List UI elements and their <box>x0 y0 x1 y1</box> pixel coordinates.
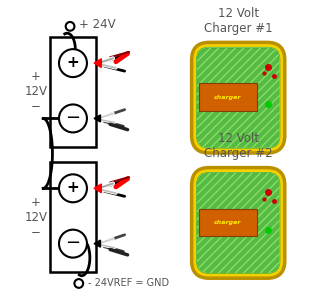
Circle shape <box>59 230 87 258</box>
Text: 12 Volt
Charger #2: 12 Volt Charger #2 <box>204 132 273 160</box>
Text: −: − <box>65 109 81 127</box>
Circle shape <box>59 49 87 77</box>
Bar <box>199 208 257 236</box>
Text: −: − <box>65 234 81 252</box>
FancyBboxPatch shape <box>197 48 280 148</box>
Text: charger: charger <box>214 220 242 225</box>
Text: - 24VREF = GND: - 24VREF = GND <box>87 278 169 289</box>
Circle shape <box>59 104 87 132</box>
Polygon shape <box>94 184 101 193</box>
FancyBboxPatch shape <box>192 42 285 153</box>
FancyBboxPatch shape <box>192 168 285 278</box>
FancyBboxPatch shape <box>197 173 280 273</box>
Text: +
12V
−: + 12V − <box>24 70 47 113</box>
Polygon shape <box>94 240 100 247</box>
Bar <box>50 162 96 272</box>
Text: + 24V: + 24V <box>79 18 115 32</box>
Polygon shape <box>94 115 100 122</box>
Text: 12 Volt
Charger #1: 12 Volt Charger #1 <box>204 7 273 35</box>
Bar <box>199 83 257 111</box>
Circle shape <box>59 174 87 202</box>
Text: charger: charger <box>214 95 242 100</box>
Bar <box>50 37 96 147</box>
Polygon shape <box>94 59 101 68</box>
Text: +: + <box>67 55 79 70</box>
Text: +
12V
−: + 12V − <box>24 196 47 238</box>
Text: +: + <box>67 180 79 195</box>
